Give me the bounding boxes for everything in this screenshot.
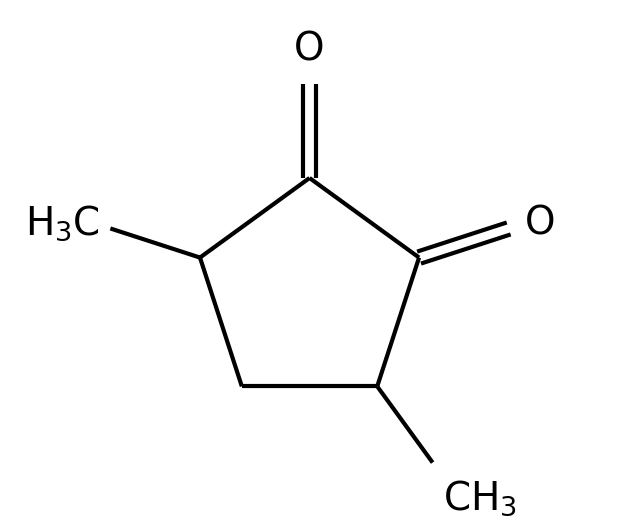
- Text: H$_3$C: H$_3$C: [25, 203, 100, 243]
- Text: CH$_3$: CH$_3$: [443, 478, 517, 518]
- Text: O: O: [524, 204, 555, 242]
- Text: O: O: [294, 30, 324, 68]
